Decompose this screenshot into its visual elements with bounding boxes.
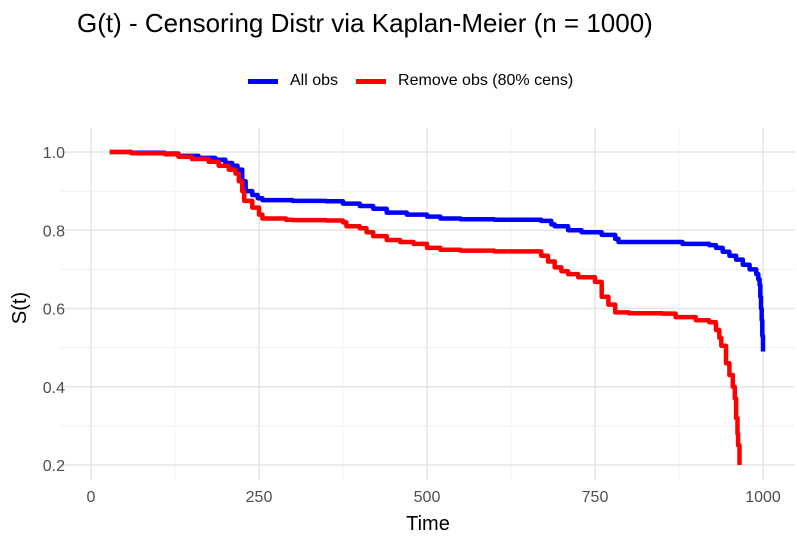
legend: All obs Remove obs (80% cens) — [248, 72, 591, 90]
y-tick-label: 0.6 — [43, 302, 65, 319]
y-tick-label: 0.2 — [43, 458, 65, 475]
y-tick-label: 0.4 — [43, 380, 65, 397]
y-tick-label: 1.0 — [43, 145, 65, 162]
legend-label-all-obs: All obs — [290, 72, 339, 89]
legend-item-all-obs: All obs — [248, 72, 338, 90]
series-line-remove-obs — [109, 149, 742, 465]
legend-swatch-remove-obs — [356, 78, 387, 84]
grid-major — [60, 128, 795, 480]
x-axis-ticks: 0 250 500 750 1000 — [87, 489, 781, 506]
legend-item-remove-obs: Remove obs (80% cens) — [356, 72, 573, 90]
legend-label-remove-obs: Remove obs (80% cens) — [398, 72, 574, 89]
x-axis-title: Time — [406, 513, 450, 535]
series-layer — [109, 149, 766, 465]
x-tick-label: 750 — [582, 489, 609, 506]
legend-swatch-all-obs — [248, 78, 278, 84]
x-tick-label: 500 — [414, 489, 441, 506]
y-tick-label: 0.8 — [43, 223, 65, 240]
y-axis-ticks: 0.2 0.4 0.6 0.8 1.0 — [43, 145, 65, 475]
series-line-all-obs — [109, 149, 766, 352]
x-tick-label: 1000 — [745, 489, 781, 506]
y-axis-title: S(t) — [9, 292, 31, 324]
x-tick-label: 250 — [246, 489, 273, 506]
x-tick-label: 0 — [87, 489, 96, 506]
chart-title: G(t) - Censoring Distr via Kaplan-Meier … — [77, 8, 653, 38]
